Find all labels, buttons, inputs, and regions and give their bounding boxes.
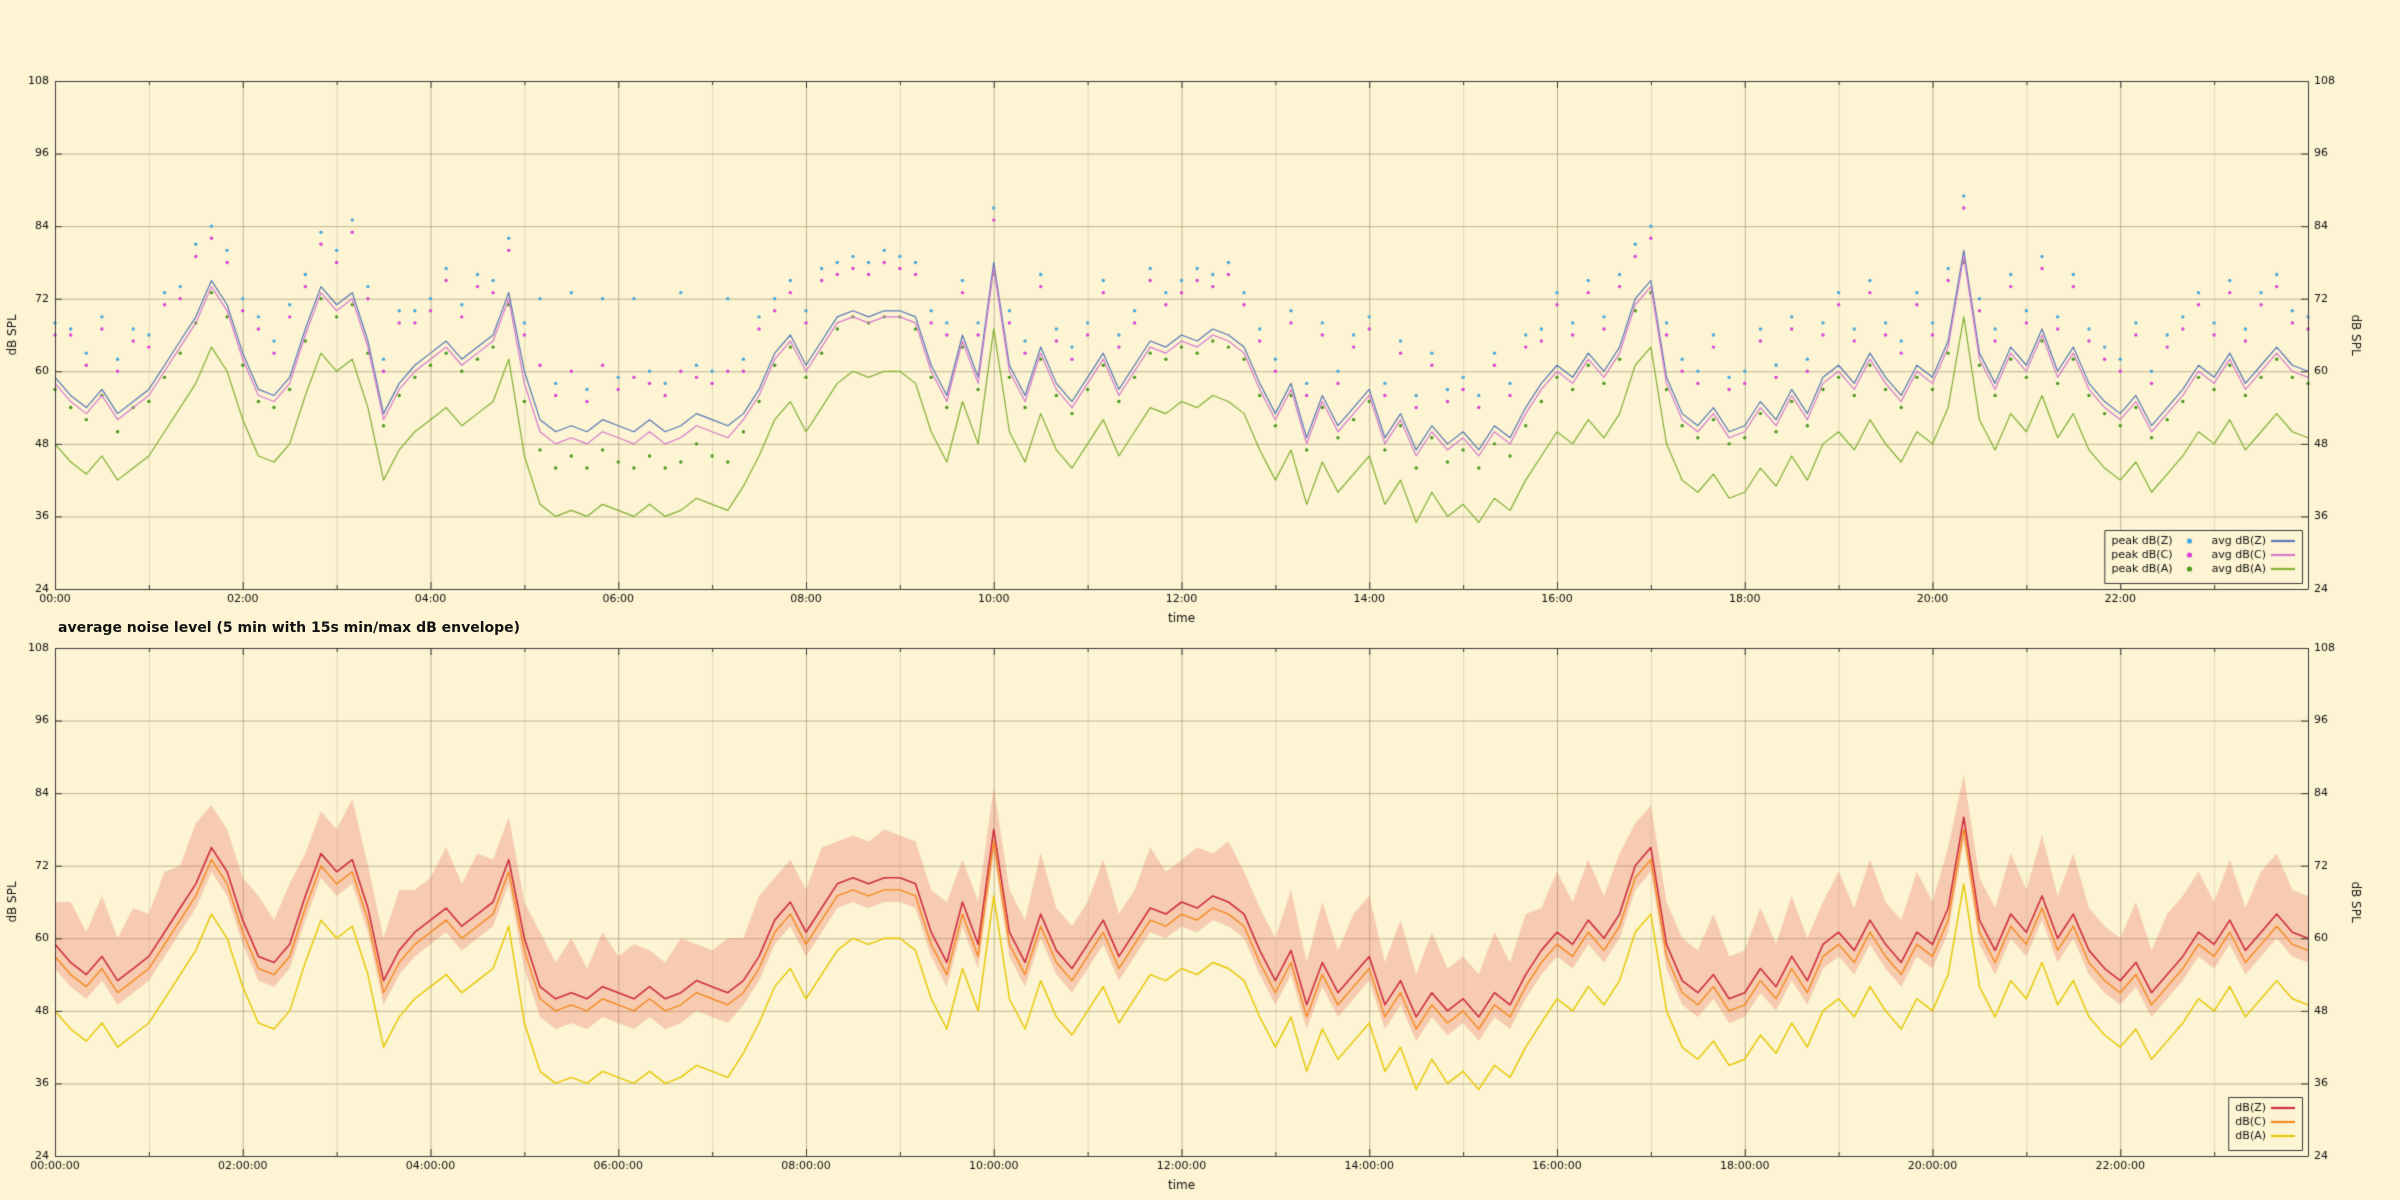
bottom-chart-title: average noise level (5 min with 15s min/… xyxy=(58,620,521,636)
top-chart-canvas xyxy=(0,40,2400,640)
bottom-chart-canvas xyxy=(0,640,2400,1200)
